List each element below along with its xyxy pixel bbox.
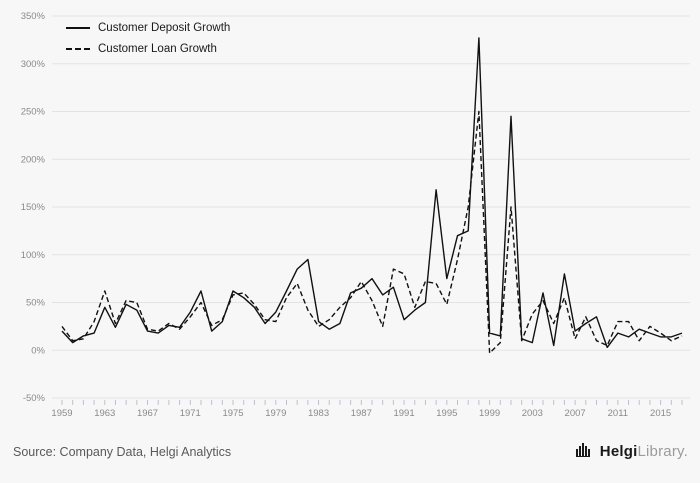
x-axis-label: 1959: [51, 408, 72, 419]
helgi-logo-icon: [575, 441, 595, 462]
logo-text-helgi: Helgi: [599, 443, 638, 460]
x-axis-label: 1999: [479, 408, 500, 419]
x-axis-label: 1983: [308, 408, 329, 419]
x-axis-label: 1963: [94, 408, 115, 419]
x-axis-label: 1979: [265, 408, 286, 419]
y-axis-label: 350%: [21, 11, 46, 22]
x-axis-label: 2011: [608, 408, 628, 419]
growth-chart: -50% 0% 50% 100% 150% 200% 250% 300% 350% 1959 196…: [21, 11, 690, 419]
loan-line-sample-icon: [66, 48, 90, 50]
legend-item-deposit: Customer Deposit Growth: [66, 22, 230, 34]
x-axis-label: 2015: [650, 408, 671, 419]
x-axis-label: 1987: [351, 408, 372, 419]
y-axis-label: 250%: [21, 107, 46, 118]
y-axis-label: 50%: [26, 298, 46, 309]
helgi-library-logo: HelgiLibrary.: [575, 441, 688, 462]
chart-plot-area: -50% 0% 50% 100% 150% 200% 250% 300% 350% 1959 196…: [21, 11, 690, 419]
y-axis-label: -50%: [23, 393, 46, 404]
chart-legend: Customer Deposit Growth Customer Loan Gr…: [66, 22, 230, 55]
y-axis-label: 300%: [21, 59, 46, 70]
legend-item-loan: Customer Loan Growth: [66, 43, 230, 55]
deposit-growth-line: [61, 37, 683, 349]
legend-label-loan: Customer Loan Growth: [98, 43, 217, 55]
x-axis-label: 1975: [222, 408, 243, 419]
x-axis-label: 1995: [436, 408, 457, 419]
y-axis-label: 200%: [21, 154, 46, 165]
y-axis-label: 150%: [21, 202, 46, 213]
y-axis-label: 100%: [21, 250, 46, 261]
x-axis-label: 2003: [522, 408, 543, 419]
chart-footer: Source: Company Data, Helgi Analytics He…: [0, 420, 700, 483]
x-axis-label: 1991: [393, 408, 414, 419]
x-axis-label: 2007: [565, 408, 586, 419]
x-axis-label: 1967: [137, 408, 158, 419]
logo-text: HelgiLibrary.: [600, 443, 688, 460]
deposit-line-sample-icon: [66, 27, 90, 29]
loan-growth-line: [61, 110, 683, 354]
legend-label-deposit: Customer Deposit Growth: [98, 22, 231, 34]
y-axis-label: 0%: [31, 345, 45, 356]
logo-text-library: Library.: [637, 443, 688, 460]
x-axis-label: 1971: [180, 408, 201, 419]
source-text: Source: Company Data, Helgi Analytics: [13, 444, 232, 459]
